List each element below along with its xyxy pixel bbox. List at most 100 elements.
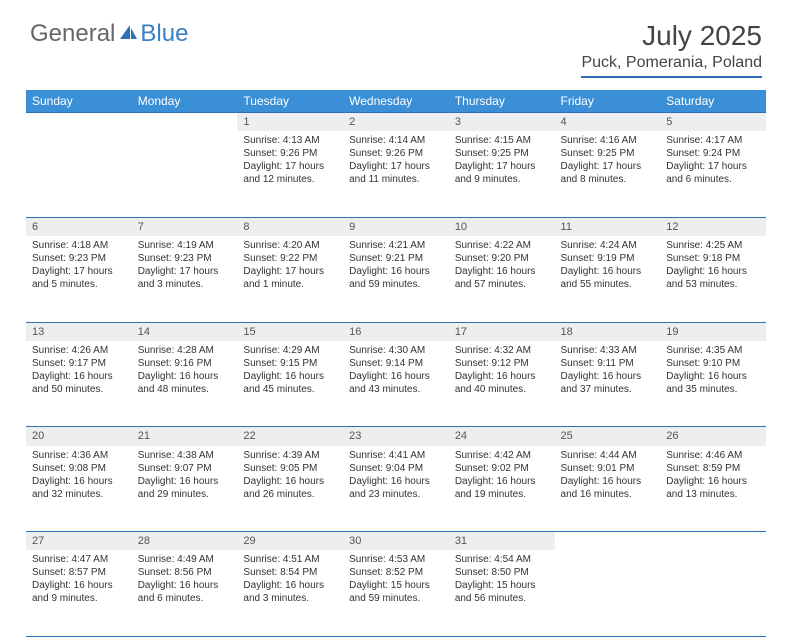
sunrise-line: Sunrise: 4:26 AM <box>32 345 108 356</box>
day-number: 12 <box>660 217 766 236</box>
sunset-line: Sunset: 9:16 PM <box>138 358 212 369</box>
day-detail: Sunrise: 4:53 AM Sunset: 8:52 PM Daylight:… <box>343 550 449 636</box>
daylight-line: Daylight: 15 hours and 59 minutes. <box>349 580 430 604</box>
logo-text-general: General <box>30 20 115 48</box>
sunset-line: Sunset: 9:24 PM <box>666 148 740 159</box>
empty-cell <box>555 532 661 551</box>
daylight-line: Daylight: 17 hours and 9 minutes. <box>455 161 536 185</box>
daylight-line: Daylight: 16 hours and 13 minutes. <box>666 476 747 500</box>
day-number: 29 <box>237 532 343 551</box>
empty-cell <box>132 113 238 132</box>
sunset-line: Sunset: 9:11 PM <box>561 358 634 369</box>
day-detail: Sunrise: 4:25 AMSunset: 9:18 PMDaylight:… <box>660 236 766 322</box>
sunrise-line: Sunrise: 4:51 AM <box>243 554 319 565</box>
day-detail: Sunrise: 4:26 AMSunset: 9:17 PMDaylight:… <box>26 341 132 427</box>
day-number: 31 <box>449 532 555 551</box>
day-detail: Sunrise: 4:14 AMSunset: 9:26 PMDaylight:… <box>343 131 449 217</box>
sunset-line: Sunset: 9:18 PM <box>666 253 740 264</box>
day-number: 5 <box>660 113 766 132</box>
day-number: 30 <box>343 532 449 551</box>
sunset-line: Sunset: 9:02 PM <box>455 463 529 474</box>
day-number-row: 13141516171819 <box>26 322 766 341</box>
day-detail: Sunrise: 4:41 AMSunset: 9:04 PMDaylight:… <box>343 446 449 532</box>
day-number: 19 <box>660 322 766 341</box>
day-number: 25 <box>555 427 661 446</box>
day-number: 23 <box>343 427 449 446</box>
day-number: 6 <box>26 217 132 236</box>
sunrise-line: Sunrise: 4:53 AM <box>349 554 425 565</box>
sunrise-line: Sunrise: 4:15 AM <box>455 135 531 146</box>
day-detail: Sunrise: 4:28 AMSunset: 9:16 PMDaylight:… <box>132 341 238 427</box>
day-number-row: 12345 <box>26 113 766 132</box>
day-detail: Sunrise: 4:49 AMSunset: 8:56 PMDaylight:… <box>132 550 238 636</box>
sunset-line: Sunset: 8:57 PM <box>32 567 106 578</box>
sunrise-line: Sunrise: 4:29 AM <box>243 345 319 356</box>
sunset-line: Sunset: 9:10 PM <box>666 358 740 369</box>
day-detail: Sunrise: 4:39 AMSunset: 9:05 PMDaylight:… <box>237 446 343 532</box>
sunset-line: Sunset: 8:52 PM <box>349 567 423 578</box>
day-header: Monday <box>132 90 238 113</box>
daylight-line: Daylight: 16 hours and 57 minutes. <box>455 266 536 290</box>
daylight-line: Daylight: 17 hours and 12 minutes. <box>243 161 324 185</box>
day-number: 4 <box>555 113 661 132</box>
sunset-line: Sunset: 9:25 PM <box>455 148 529 159</box>
day-header-row: SundayMondayTuesdayWednesdayThursdayFrid… <box>26 90 766 113</box>
day-number-row: 2728293031 <box>26 532 766 551</box>
day-number: 1 <box>237 113 343 132</box>
sunrise-line: Sunrise: 4:25 AM <box>666 240 742 251</box>
sunset-line: Sunset: 9:25 PM <box>561 148 635 159</box>
day-number: 28 <box>132 532 238 551</box>
sunrise-line: Sunrise: 4:28 AM <box>138 345 214 356</box>
sunset-line: Sunset: 9:17 PM <box>32 358 106 369</box>
day-number-row: 20212223242526 <box>26 427 766 446</box>
day-detail: Sunrise: 4:19 AMSunset: 9:23 PMDaylight:… <box>132 236 238 322</box>
day-detail: Sunrise: 4:13 AMSunset: 9:26 PMDaylight:… <box>237 131 343 217</box>
sunset-line: Sunset: 9:23 PM <box>32 253 106 264</box>
sunset-line: Sunset: 8:50 PM <box>455 567 529 578</box>
daylight-line: Daylight: 17 hours and 6 minutes. <box>666 161 747 185</box>
sunrise-line: Sunrise: 4:41 AM <box>349 450 425 461</box>
sunset-line: Sunset: 8:59 PM <box>666 463 740 474</box>
day-detail-row: Sunrise: 4:47 AMSunset: 8:57 PMDaylight:… <box>26 550 766 636</box>
location: Puck, Pomerania, Poland <box>581 54 762 78</box>
sunset-line: Sunset: 9:14 PM <box>349 358 423 369</box>
day-detail: Sunrise: 4:54 AMSunset: 8:50 PMDaylight:… <box>449 550 555 636</box>
sunrise-line: Sunrise: 4:19 AM <box>138 240 214 251</box>
logo: GeneralBlue <box>30 20 188 48</box>
day-detail: Sunrise: 4:29 AMSunset: 9:15 PMDaylight:… <box>237 341 343 427</box>
daylight-line: Daylight: 16 hours and 23 minutes. <box>349 476 430 500</box>
day-number: 7 <box>132 217 238 236</box>
day-detail-row: Sunrise: 4:18 AMSunset: 9:23 PMDaylight:… <box>26 236 766 322</box>
sunset-line: Sunset: 9:26 PM <box>243 148 317 159</box>
daylight-line: Daylight: 16 hours and 43 minutes. <box>349 371 430 395</box>
sunrise-line: Sunrise: 4:39 AM <box>243 450 319 461</box>
sunrise-line: Sunrise: 4:30 AM <box>349 345 425 356</box>
empty-cell <box>26 131 132 217</box>
day-number: 16 <box>343 322 449 341</box>
daylight-line: Daylight: 15 hours and 56 minutes. <box>455 580 536 604</box>
sunrise-line: Sunrise: 4:24 AM <box>561 240 637 251</box>
daylight-line: Daylight: 16 hours and 45 minutes. <box>243 371 324 395</box>
sunset-line: Sunset: 9:12 PM <box>455 358 529 369</box>
daylight-line: Daylight: 16 hours and 16 minutes. <box>561 476 642 500</box>
day-detail: Sunrise: 4:44 AMSunset: 9:01 PMDaylight:… <box>555 446 661 532</box>
sunrise-line: Sunrise: 4:46 AM <box>666 450 742 461</box>
sunset-line: Sunset: 8:54 PM <box>243 567 317 578</box>
daylight-line: Daylight: 17 hours and 1 minute. <box>243 266 324 290</box>
daylight-line: Daylight: 16 hours and 40 minutes. <box>455 371 536 395</box>
day-detail: Sunrise: 4:33 AMSunset: 9:11 PMDaylight:… <box>555 341 661 427</box>
day-detail: Sunrise: 4:16 AMSunset: 9:25 PMDaylight:… <box>555 131 661 217</box>
daylight-line: Daylight: 16 hours and 59 minutes. <box>349 266 430 290</box>
sunrise-line: Sunrise: 4:36 AM <box>32 450 108 461</box>
day-detail: Sunrise: 4:17 AMSunset: 9:24 PMDaylight:… <box>660 131 766 217</box>
daylight-line: Daylight: 17 hours and 11 minutes. <box>349 161 430 185</box>
day-header: Tuesday <box>237 90 343 113</box>
empty-cell <box>555 550 661 636</box>
sunset-line: Sunset: 9:07 PM <box>138 463 212 474</box>
day-detail-row: Sunrise: 4:36 AMSunset: 9:08 PMDaylight:… <box>26 446 766 532</box>
day-detail: Sunrise: 4:20 AMSunset: 9:22 PMDaylight:… <box>237 236 343 322</box>
day-header: Sunday <box>26 90 132 113</box>
day-header: Thursday <box>449 90 555 113</box>
day-number: 27 <box>26 532 132 551</box>
day-number-row: 6789101112 <box>26 217 766 236</box>
